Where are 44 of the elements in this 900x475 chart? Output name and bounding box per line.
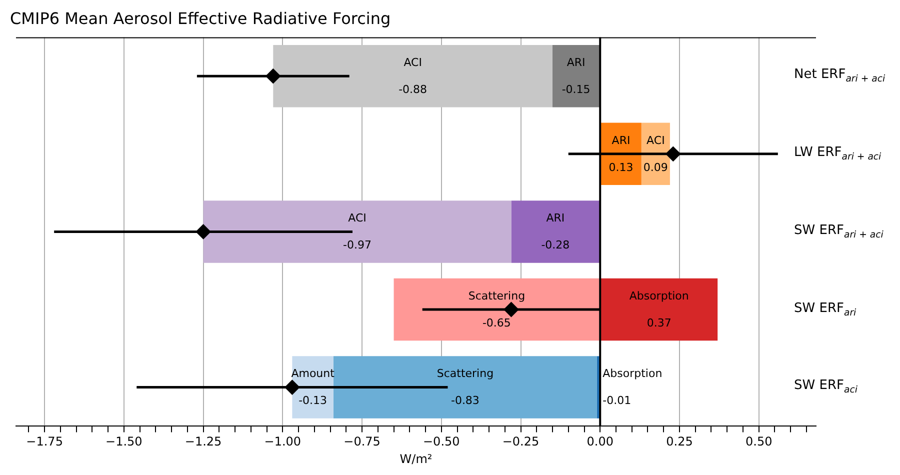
data-label: -0.88 (398, 82, 428, 96)
chart-title: CMIP6 Mean Aerosol Effective Radiative Forcing (10, 8, 391, 28)
series-label: ARI (546, 212, 565, 225)
data-label: 0.37 (646, 316, 672, 330)
y-tick-label: SW ERF$_{aci}$ (794, 377, 858, 398)
x-axis-title: W/m² (400, 452, 432, 466)
point (666, 146, 681, 162)
x-tick-label: 0.25 (666, 434, 693, 449)
x-tick-label: −0.25 (502, 434, 540, 449)
data-label: 0.09 (643, 160, 668, 174)
x-tick-label: −1.25 (184, 434, 222, 449)
data-label: -0.65 (482, 316, 511, 330)
point (284, 380, 300, 395)
x-tick-label: 0.00 (586, 434, 614, 449)
series-label: ARI (612, 134, 630, 147)
y-tick-label: LW ERF$_{ari + aci}$ (794, 144, 882, 164)
series-label: ARI (566, 56, 586, 69)
series-label: ACI (348, 212, 366, 225)
series-label: ACI (646, 134, 665, 147)
data-label: -0.15 (562, 82, 590, 96)
x-tick-label: −1.00 (264, 434, 302, 449)
data-label: -0.13 (298, 394, 328, 408)
x-tick-label: −1.75 (26, 434, 63, 449)
data-label: -0.97 (343, 238, 372, 252)
data-label: -0.83 (450, 394, 480, 408)
data-label: 0.13 (608, 160, 634, 174)
point (266, 68, 281, 84)
series-label: Absorption (602, 367, 662, 380)
data-label: -0.01 (602, 394, 632, 408)
data-label: -0.28 (541, 238, 570, 252)
series-label: Absorption (629, 289, 689, 302)
x-tick-label: −0.50 (423, 434, 460, 449)
x-tick-label: −1.50 (106, 434, 142, 449)
y-tick-label: Net ERF$_{ari + aci}$ (794, 66, 886, 87)
y-tick-label: SW ERF$_{ari}$ (794, 300, 856, 320)
point (504, 302, 519, 317)
x-tick-label: 0.50 (746, 434, 772, 449)
point (196, 224, 211, 240)
series-label: Scattering (436, 367, 494, 380)
x-tick-label: −0.75 (344, 434, 380, 449)
y-tick-label: SW ERF$_{ari + aci}$ (794, 222, 884, 242)
series-label: Amount (291, 367, 336, 380)
series-label: ACI (404, 56, 422, 69)
series-label: Scattering (468, 289, 526, 302)
